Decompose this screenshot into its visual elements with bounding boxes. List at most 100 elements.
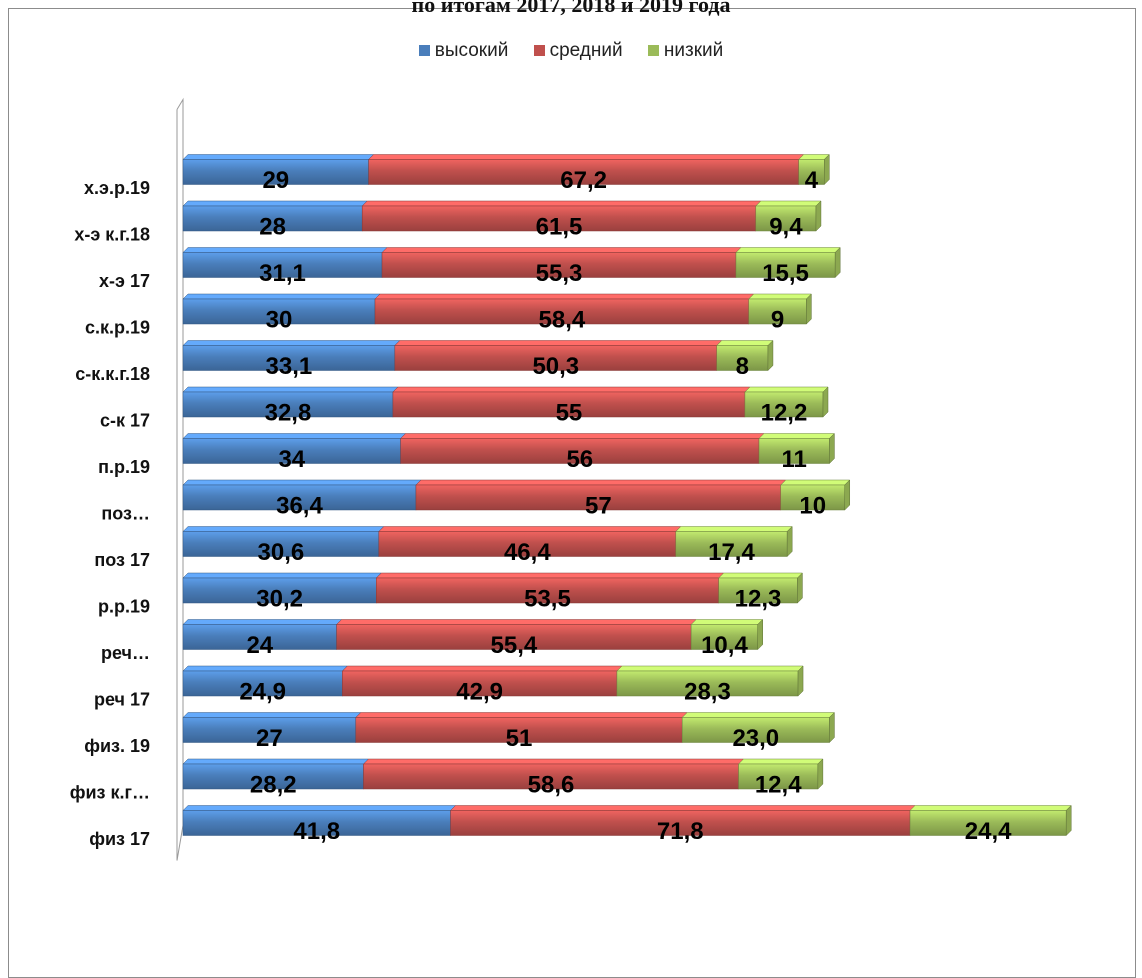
data-label: 15,5: [762, 260, 809, 287]
bar-end-cap: [844, 479, 851, 511]
data-label: 34: [278, 446, 305, 473]
bar-segment: [182, 391, 394, 418]
bar-segment: [716, 345, 769, 371]
bar-end-cap: [1065, 804, 1072, 837]
data-label: 30,2: [256, 586, 303, 613]
category-label: с-к 17: [100, 411, 150, 431]
bar-top-1: [335, 619, 697, 625]
bar-top-1: [375, 572, 725, 579]
data-label: 24: [246, 632, 273, 659]
bar-end-cap: [757, 618, 763, 651]
data-label: 51: [506, 725, 533, 752]
bar-top-2: [909, 805, 1072, 811]
data-label: 10,4: [701, 632, 748, 659]
bar-top-0: [182, 619, 343, 625]
bar-segment: [182, 205, 363, 232]
bar-segment: [182, 763, 364, 790]
bar-segment: [744, 391, 824, 418]
bar-end-cap: [767, 339, 774, 372]
bar-top-1: [449, 805, 916, 811]
bar-top-0: [182, 247, 388, 253]
bar-segment: [361, 205, 757, 232]
data-label: 8: [736, 353, 749, 380]
bar-segment: [182, 252, 383, 278]
bar-segment: [182, 438, 401, 464]
bar-top-1: [415, 479, 787, 486]
data-label: 28,2: [250, 772, 297, 799]
data-label: 41,8: [293, 818, 340, 845]
bar-segment: [748, 298, 807, 325]
data-label: 28: [259, 214, 286, 241]
data-label: 58,6: [528, 772, 575, 799]
bar-top-1: [394, 340, 723, 346]
bar-segment: [415, 484, 782, 511]
data-label: 50,3: [532, 353, 579, 380]
category-label: х-э 17: [99, 271, 150, 291]
bar-top-0: [182, 154, 375, 160]
bar-segment: [182, 670, 343, 697]
bar-top-1: [362, 758, 745, 765]
bar-top-2: [737, 758, 824, 765]
data-label: 10: [799, 493, 826, 520]
bar-end-cap: [786, 525, 793, 558]
bar-end-cap: [797, 665, 804, 697]
bar-top-0: [182, 665, 348, 672]
category-label: п.р.19: [98, 457, 150, 477]
bar-segment: [798, 159, 825, 185]
bar-top-2: [735, 247, 841, 253]
category-label: физ 17: [89, 829, 150, 849]
bar-end-cap: [829, 711, 835, 744]
data-label: 58,4: [539, 307, 586, 334]
legend-swatch-low: [647, 45, 659, 56]
bar-top-0: [182, 479, 422, 486]
data-label: 36,4: [276, 493, 323, 520]
bar-top-1: [374, 293, 755, 300]
bar-segment: [758, 438, 830, 464]
bar-top-0: [182, 526, 385, 532]
data-label: 30,6: [258, 539, 305, 566]
legend-label-low: низкий: [663, 40, 724, 61]
data-label: 32,8: [265, 400, 312, 427]
bar-top-0: [182, 572, 382, 579]
bar-segment: [368, 159, 799, 185]
bar-top-1: [378, 526, 682, 532]
legend-label-medium: средний: [549, 40, 623, 61]
category-label: х.э.р.19: [84, 178, 150, 198]
data-label: 55,3: [536, 260, 583, 287]
data-label: 31,1: [259, 260, 306, 287]
bar-segment: [363, 763, 739, 790]
bar-end-cap: [822, 386, 829, 418]
bar-segment: [735, 252, 836, 278]
bar-top-0: [182, 386, 399, 393]
bar-segment: [182, 298, 376, 325]
legend-swatch-medium: [533, 45, 545, 56]
bar-top-2: [780, 479, 851, 486]
data-label: 61,5: [536, 214, 583, 241]
category-label: р.р.19: [98, 597, 150, 617]
bar-top-2: [718, 572, 804, 579]
bar-segment: [909, 810, 1067, 836]
bar-top-2: [690, 619, 764, 625]
category-label: физ к.г…: [70, 783, 150, 803]
bar-top-0: [182, 805, 457, 811]
data-label: 28,3: [684, 679, 731, 706]
bar-end-cap: [797, 572, 803, 604]
bar-segment: [780, 484, 846, 511]
data-label: 57: [585, 493, 612, 520]
bar-top-0: [182, 200, 368, 207]
legend-label-high: высокий: [434, 40, 509, 61]
data-label: 27: [256, 725, 283, 752]
bar-end-cap: [815, 200, 822, 232]
bar-segment: [182, 624, 337, 650]
bar-segment: [182, 577, 377, 604]
bar-segment: [374, 298, 750, 325]
axis-wall: [176, 97, 184, 861]
category-label: х-э к.г.18: [74, 225, 150, 245]
bar-top-2: [748, 293, 812, 300]
bar-segment: [450, 810, 911, 836]
data-label: 24,4: [965, 818, 1012, 845]
data-label: 56: [566, 446, 593, 473]
bar-top-0: [182, 340, 401, 346]
bar-segment: [675, 531, 788, 557]
